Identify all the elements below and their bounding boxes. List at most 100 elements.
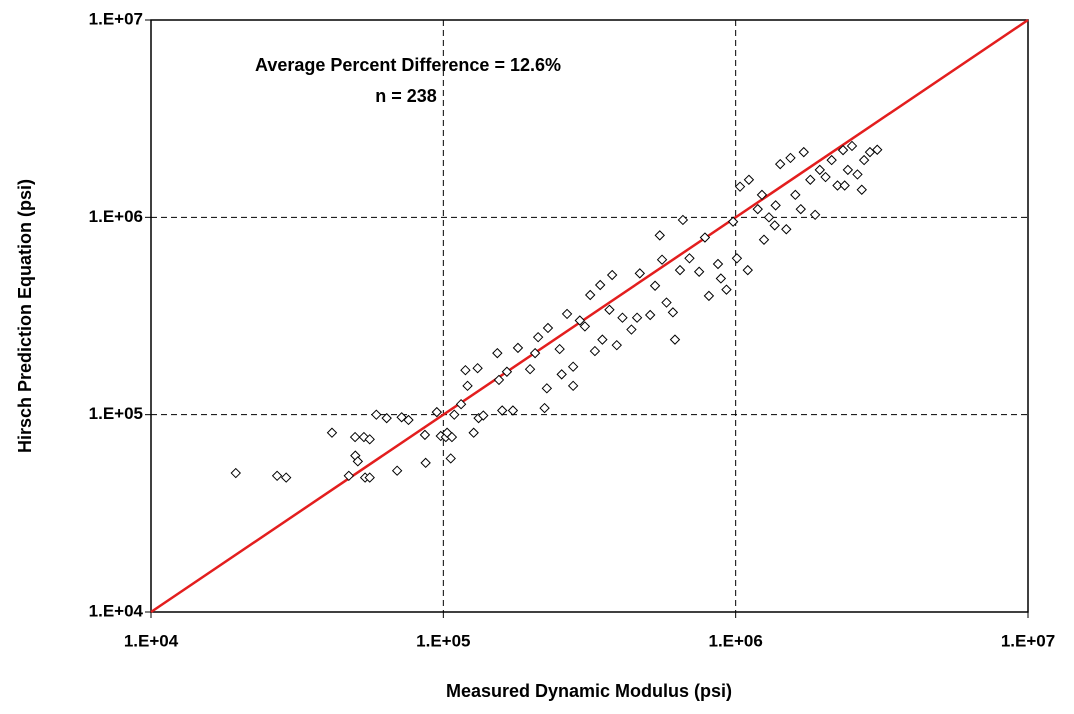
point <box>589 345 601 357</box>
point <box>512 342 524 354</box>
point <box>371 409 382 420</box>
point <box>343 470 355 482</box>
point <box>727 216 739 227</box>
point <box>554 343 565 355</box>
point <box>798 146 809 158</box>
point <box>381 412 392 424</box>
annotation: Average Percent Difference = 12.6% <box>255 55 561 75</box>
point <box>462 380 473 392</box>
point <box>542 322 554 334</box>
point <box>684 253 695 264</box>
point <box>703 290 715 302</box>
point <box>492 347 503 359</box>
point <box>756 189 768 201</box>
point <box>769 220 780 231</box>
point <box>597 334 608 345</box>
point <box>352 456 364 467</box>
annotation: n = 238 <box>375 86 437 106</box>
point <box>656 254 668 265</box>
point <box>734 181 746 192</box>
point <box>774 158 786 170</box>
x-tick-label: 1.E+04 <box>124 631 179 650</box>
point <box>472 362 483 374</box>
point <box>364 434 375 445</box>
point <box>445 453 456 464</box>
point <box>826 154 837 166</box>
point <box>532 331 544 343</box>
point <box>805 174 816 185</box>
y-tick-label: 1.E+06 <box>89 207 143 226</box>
point <box>349 431 361 443</box>
point <box>654 230 665 241</box>
point <box>837 144 849 156</box>
plot-frame <box>150 19 1029 613</box>
point <box>280 472 292 483</box>
point <box>809 209 821 221</box>
x-tick-label: 1.E+06 <box>708 631 762 650</box>
point <box>617 312 628 323</box>
point <box>460 364 471 376</box>
point <box>649 280 661 291</box>
point <box>814 164 826 176</box>
point <box>604 304 615 315</box>
point <box>364 472 375 483</box>
point <box>455 398 467 410</box>
point <box>446 431 458 443</box>
point <box>758 234 770 245</box>
y-axis-label: Hirsch Prediction Equation (psi) <box>15 179 35 453</box>
y-tick-label: 1.E+05 <box>89 404 143 423</box>
point <box>644 309 656 321</box>
point <box>541 383 553 394</box>
point <box>567 380 579 392</box>
point <box>501 366 513 377</box>
point <box>631 312 643 323</box>
point <box>478 410 489 421</box>
point <box>820 171 831 183</box>
point <box>770 200 781 211</box>
point <box>721 284 732 295</box>
point <box>832 180 843 191</box>
point <box>529 347 541 359</box>
point <box>669 334 681 345</box>
point <box>449 409 460 420</box>
point <box>556 369 567 380</box>
point <box>752 203 763 215</box>
point <box>594 279 606 291</box>
point <box>611 339 622 351</box>
point <box>403 414 414 426</box>
point <box>579 321 591 332</box>
point <box>667 307 679 318</box>
point <box>699 232 711 243</box>
point <box>661 297 672 308</box>
y-tick-label: 1.E+04 <box>89 601 144 620</box>
point <box>872 144 883 155</box>
point <box>574 315 586 326</box>
point <box>420 457 431 469</box>
point <box>712 258 724 270</box>
y-tick-label: 1.E+07 <box>89 9 143 28</box>
point <box>524 363 536 375</box>
point <box>674 264 686 276</box>
point <box>743 174 755 185</box>
point <box>567 361 579 372</box>
point <box>391 465 403 476</box>
point <box>790 189 801 201</box>
point <box>858 154 870 166</box>
point <box>585 289 596 301</box>
point <box>326 427 338 438</box>
point <box>507 405 519 416</box>
point <box>431 406 443 418</box>
point <box>715 273 727 284</box>
point <box>606 269 618 281</box>
point <box>493 374 505 386</box>
point <box>539 402 550 414</box>
point <box>468 427 479 438</box>
point <box>781 224 792 235</box>
point <box>846 140 858 152</box>
point <box>419 429 431 441</box>
point <box>842 164 854 176</box>
point <box>634 268 646 279</box>
point <box>693 266 705 277</box>
point <box>731 253 743 264</box>
